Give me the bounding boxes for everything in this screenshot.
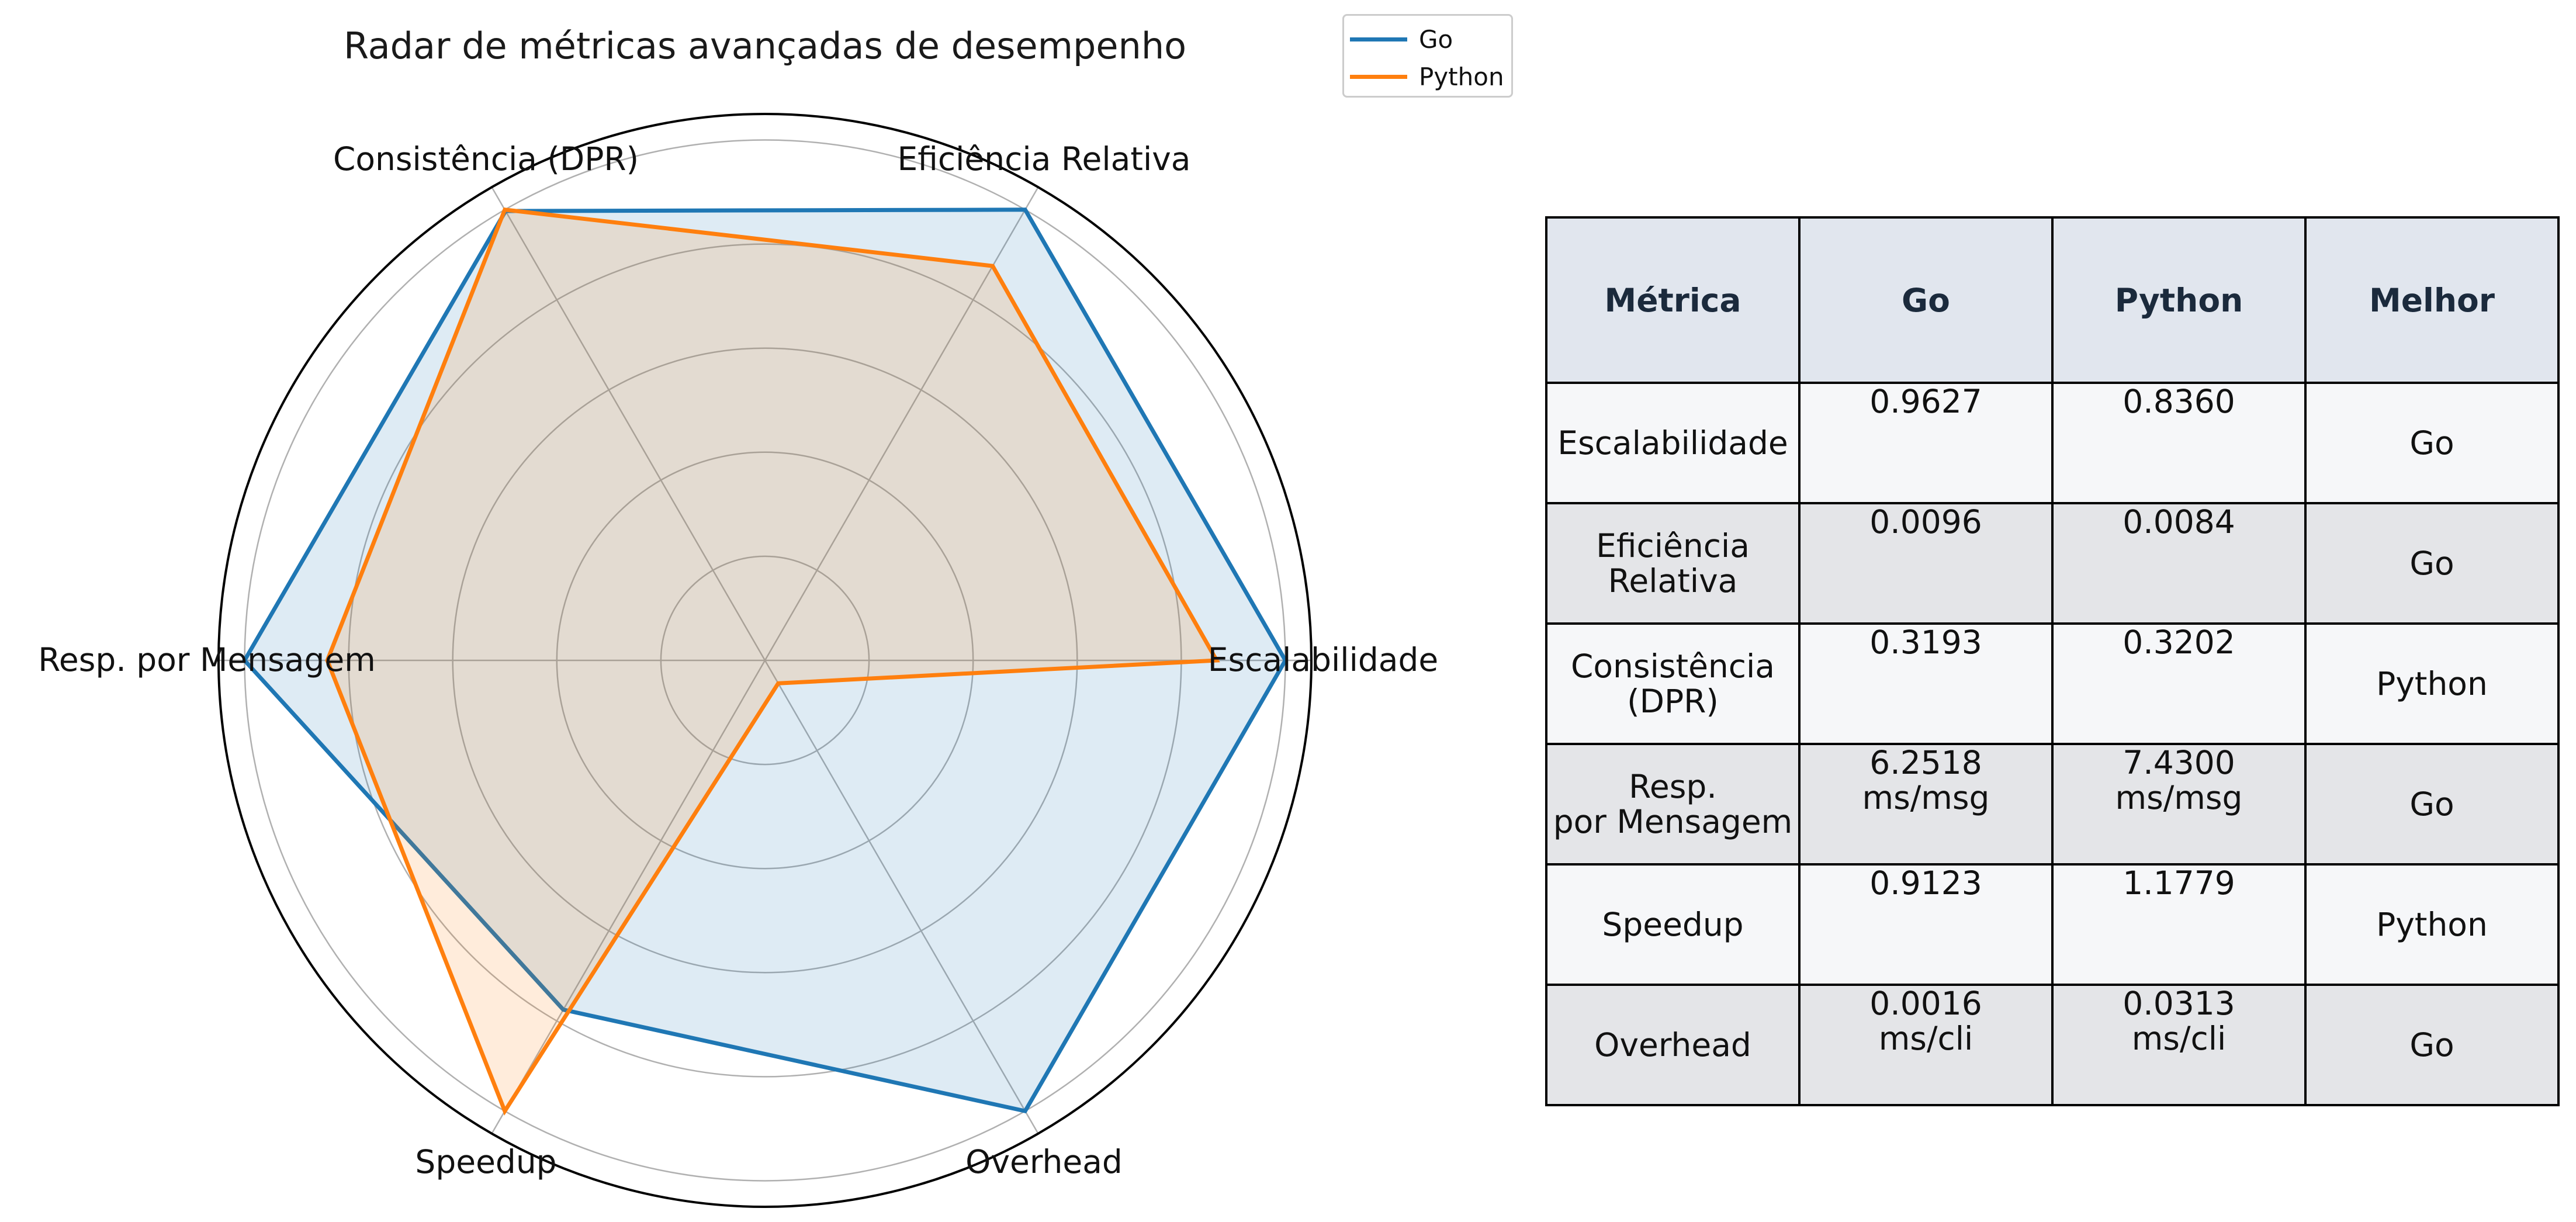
table-row: Speedup 0.9123 1.1779 Python: [1545, 863, 2560, 986]
python-value-cell: 0.3202: [2051, 622, 2307, 745]
python-value-cell: 0.0313 ms/cli: [2051, 984, 2307, 1106]
go-value-cell: 0.3193: [1798, 622, 2054, 745]
best-cell: Go: [2304, 382, 2560, 504]
table-header-row: Métrica Go Python Melhor: [1545, 216, 2560, 384]
go-value-cell: 0.0096: [1798, 502, 2054, 625]
best-cell: Go: [2304, 502, 2560, 625]
metric-cell: Speedup: [1545, 863, 1801, 986]
legend: Go Python: [1342, 14, 1513, 98]
metric-cell: Escalabilidade: [1545, 382, 1801, 504]
spoke-line: [764, 660, 1039, 1134]
python-value-cell: 0.8360: [2051, 382, 2307, 504]
best-cell: Python: [2304, 863, 2560, 986]
header-melhor: Melhor: [2304, 216, 2560, 384]
legend-item-go: Go: [1344, 25, 1453, 54]
header-metrica: Métrica: [1545, 216, 1801, 384]
best-cell: Go: [2304, 984, 2560, 1106]
python-value-cell: 1.1779: [2051, 863, 2307, 986]
legend-swatch-go: [1350, 37, 1407, 41]
metric-cell: Resp. por Mensagem: [1545, 743, 1801, 866]
axis-label: Resp. por Mensagem: [38, 641, 376, 678]
table-row: Escalabilidade 0.9627 0.8360 Go: [1545, 382, 2560, 504]
radar-outer-frame: [217, 113, 1313, 1208]
axis-labels: Escalabilidade Eficiência Relativa Consist…: [38, 140, 1438, 1181]
go-value-cell: 0.9627: [1798, 382, 2054, 504]
legend-label-go: Go: [1419, 25, 1453, 54]
legend-swatch-python: [1350, 74, 1407, 79]
table-row: Eficiência Relativa 0.0096 0.0084 Go: [1545, 502, 2560, 625]
header-go: Go: [1798, 216, 2054, 384]
series-area-go: [244, 209, 1286, 1112]
chart-title: Radar de métricas avançadas de desempenh…: [344, 25, 1186, 67]
metric-cell: Overhead: [1545, 984, 1801, 1106]
go-value-cell: 0.0016 ms/cli: [1798, 984, 2054, 1106]
python-value-cell: 7.4300 ms/msg: [2051, 743, 2307, 866]
axis-label: Overhead: [965, 1143, 1123, 1181]
best-cell: Go: [2304, 743, 2560, 866]
table-row: Consistência (DPR) 0.3193 0.3202 Python: [1545, 622, 2560, 745]
go-value-cell: 6.2518 ms/msg: [1798, 743, 2054, 866]
metric-cell: Consistência (DPR): [1545, 622, 1801, 745]
table-row: Overhead 0.0016 ms/cli 0.0313 ms/cli Go: [1545, 984, 2560, 1106]
spoke-line: [491, 660, 766, 1134]
series-area-python: [327, 209, 1217, 1112]
spoke-line: [491, 186, 766, 661]
legend-label-python: Python: [1419, 62, 1504, 91]
axis-label: Eficiência Relativa: [898, 140, 1191, 178]
series-line-go: [242, 207, 1288, 1114]
axis-label: Escalabilidade: [1208, 641, 1438, 678]
axis-label: Speedup: [415, 1143, 556, 1181]
radar-series: [242, 207, 1288, 1116]
series-line-python: [325, 207, 1220, 1116]
header-python: Python: [2051, 216, 2307, 384]
metrics-table: Métrica Go Python Melhor Escalabilidade …: [1545, 216, 2560, 1106]
table-row: Resp. por Mensagem 6.2518 ms/msg 7.4300 …: [1545, 743, 2560, 866]
best-cell: Python: [2304, 622, 2560, 745]
go-value-cell: 0.9123: [1798, 863, 2054, 986]
legend-item-python: Python: [1344, 62, 1504, 91]
radar-chart: Radar de métricas avançadas de desempenh…: [38, 25, 1438, 1208]
python-value-cell: 0.0084: [2051, 502, 2307, 625]
metric-cell: Eficiência Relativa: [1545, 502, 1801, 625]
axis-label: Consistência (DPR): [333, 140, 639, 178]
